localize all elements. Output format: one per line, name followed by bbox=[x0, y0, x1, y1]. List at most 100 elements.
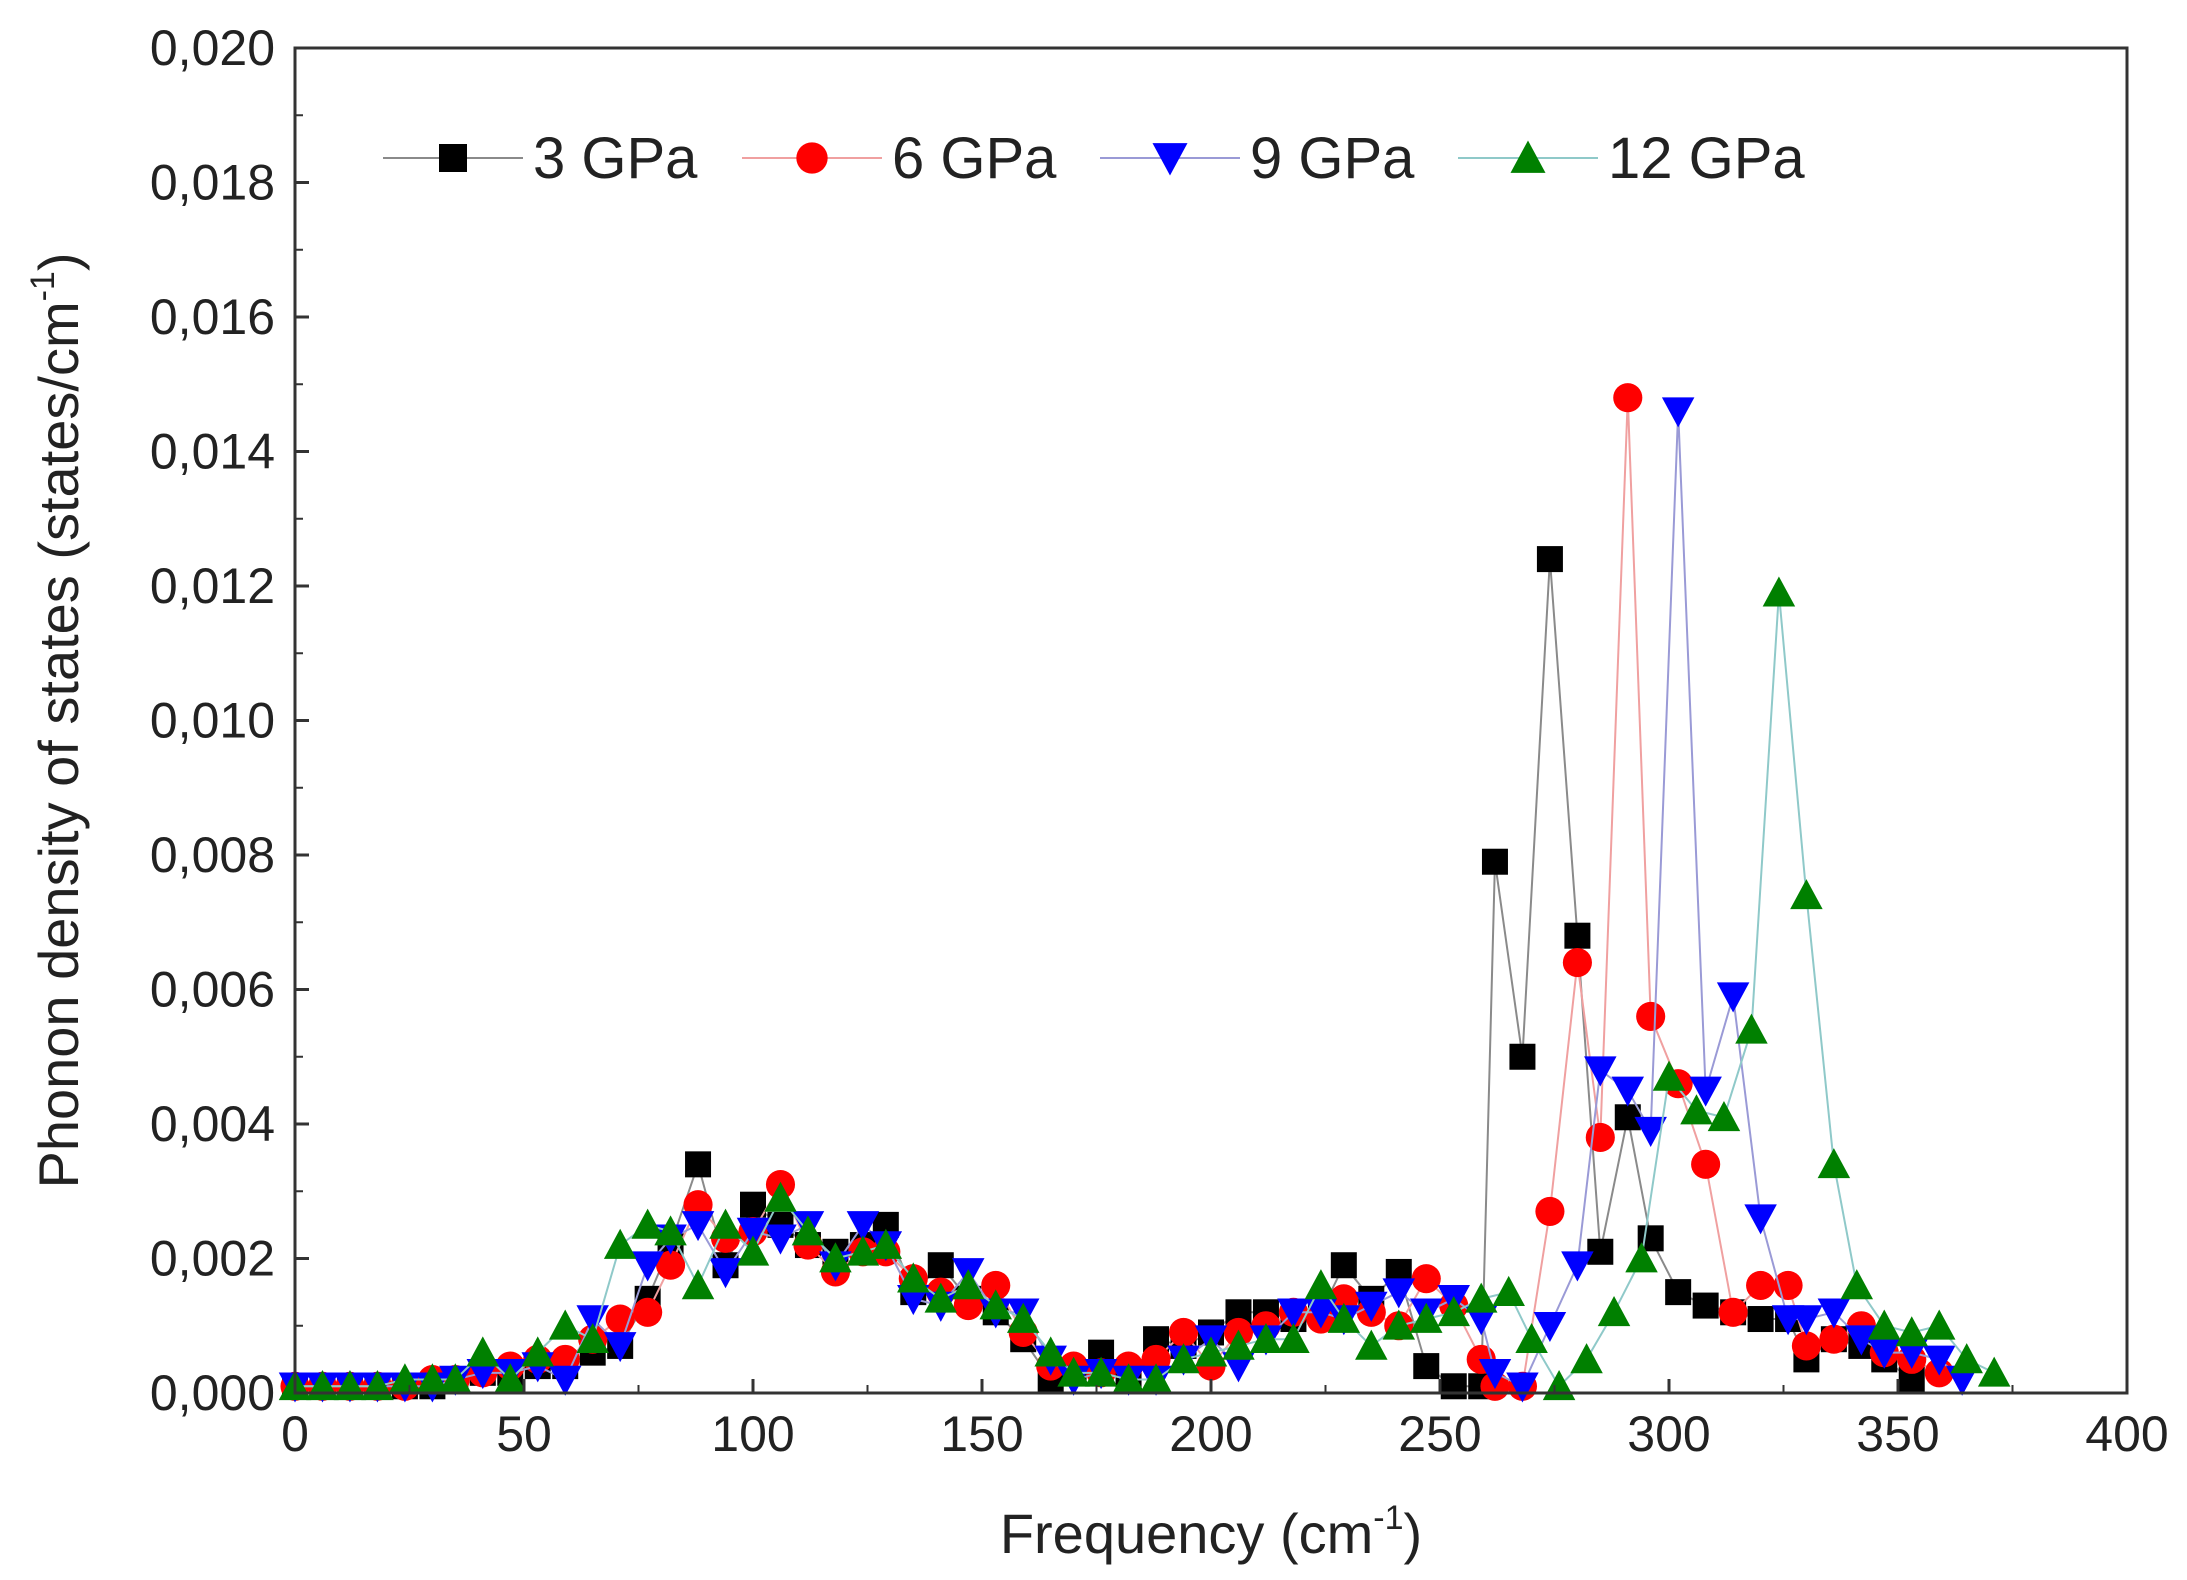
data-point-6-gpa bbox=[656, 1250, 686, 1280]
y-axis-title-close: ) bbox=[27, 252, 90, 271]
data-point-9-gpa bbox=[1689, 1076, 1722, 1107]
data-point-3-gpa bbox=[1509, 1043, 1536, 1070]
data-point-12-gpa bbox=[654, 1215, 687, 1246]
data-point-12-gpa bbox=[1840, 1269, 1874, 1300]
data-point-12-gpa bbox=[1625, 1242, 1658, 1273]
data-point-9-gpa bbox=[1744, 1204, 1777, 1235]
data-point-3-gpa bbox=[1481, 848, 1508, 875]
y-tick-label: 0,016 bbox=[150, 289, 275, 345]
data-point-9-gpa bbox=[548, 1365, 582, 1396]
x-tick-label: 350 bbox=[1856, 1406, 1939, 1462]
data-point-12-gpa bbox=[1249, 1322, 1283, 1354]
data-point-12-gpa bbox=[603, 1228, 637, 1259]
data-point-12-gpa bbox=[1680, 1094, 1713, 1125]
data-point-12-gpa bbox=[1355, 1329, 1388, 1360]
data-point-12-gpa bbox=[1950, 1343, 1983, 1374]
data-point-12-gpa bbox=[1084, 1356, 1118, 1387]
data-point-12-gpa bbox=[952, 1269, 985, 1300]
data-point-12-gpa bbox=[897, 1262, 930, 1293]
x-axis-title-superscript: -1 bbox=[1373, 1499, 1403, 1537]
axes-layer: 0 50 100 150 200 250 300 350 400 0,000 0,002 0,004 0… bbox=[150, 20, 2169, 1462]
data-point-6-gpa bbox=[1411, 1264, 1441, 1294]
data-point-12-gpa bbox=[791, 1215, 825, 1246]
y-tick-label: 0,006 bbox=[150, 962, 275, 1018]
data-point-6-gpa bbox=[981, 1270, 1011, 1300]
series-layer bbox=[278, 383, 2011, 1403]
data-point-6-gpa bbox=[1691, 1149, 1721, 1179]
y-tick-label: 0,014 bbox=[150, 424, 275, 480]
data-point-9-gpa bbox=[681, 1211, 715, 1242]
data-point-12-gpa bbox=[1735, 1013, 1768, 1044]
data-point-9-gpa bbox=[1464, 1305, 1498, 1336]
data-point-9-gpa bbox=[1845, 1325, 1878, 1356]
x-axis-title-main: Frequency (cm bbox=[1000, 1502, 1373, 1565]
data-point-6-gpa bbox=[1168, 1317, 1199, 1348]
x-tick-label: 50 bbox=[496, 1406, 552, 1462]
data-point-9-gpa bbox=[1945, 1365, 1979, 1396]
x-tick-label: 250 bbox=[1398, 1406, 1481, 1462]
legend-label-6-gpa: 6 GPa bbox=[892, 126, 1057, 191]
data-point-6-gpa bbox=[1718, 1297, 1748, 1327]
data-point-12-gpa bbox=[1977, 1356, 2011, 1387]
data-point-9-gpa bbox=[1533, 1311, 1567, 1342]
data-point-6-gpa bbox=[1636, 1001, 1666, 1031]
x-tick-label: 100 bbox=[711, 1406, 794, 1462]
data-point-6-gpa bbox=[1613, 383, 1643, 413]
x-axis-title-close: ) bbox=[1404, 1502, 1423, 1565]
data-point-12-gpa bbox=[709, 1208, 742, 1239]
y-axis-title-superscript: -1 bbox=[24, 271, 62, 301]
data-point-9-gpa bbox=[709, 1258, 742, 1289]
y-tick-label: 0,000 bbox=[150, 1365, 275, 1421]
x-tick-label: 200 bbox=[1169, 1406, 1252, 1462]
y-tick-label: 0,020 bbox=[150, 20, 275, 76]
data-point-12-gpa bbox=[1139, 1363, 1173, 1394]
data-point-3-gpa bbox=[1564, 922, 1591, 949]
data-point-9-gpa bbox=[1634, 1116, 1667, 1147]
data-point-12-gpa bbox=[1006, 1302, 1040, 1333]
data-point-12-gpa bbox=[1222, 1329, 1255, 1360]
x-tick-label: 150 bbox=[940, 1406, 1023, 1462]
data-point-12-gpa bbox=[548, 1309, 582, 1340]
data-point-9-gpa bbox=[736, 1217, 770, 1248]
y-tick-label: 0,018 bbox=[150, 155, 275, 211]
data-point-9-gpa bbox=[1561, 1251, 1594, 1282]
y-tick-label: 0,004 bbox=[150, 1096, 275, 1152]
data-point-12-gpa bbox=[1762, 576, 1796, 607]
data-point-12-gpa bbox=[576, 1322, 609, 1354]
legend-label-12-gpa: 12 GPa bbox=[1608, 126, 1805, 191]
legend: 3 GPa 6 GPa 9 GPa 12 GPa bbox=[383, 126, 1805, 191]
data-point-12-gpa bbox=[388, 1363, 422, 1394]
legend-item-12-gpa: 12 GPa bbox=[1458, 126, 1805, 191]
series-line-12-gpa bbox=[295, 592, 1995, 1388]
data-point-12-gpa bbox=[466, 1336, 500, 1367]
legend-label-9-gpa: 9 GPa bbox=[1250, 126, 1415, 191]
x-tick-label: 300 bbox=[1627, 1406, 1710, 1462]
data-point-12-gpa bbox=[681, 1269, 715, 1300]
data-point-12-gpa bbox=[494, 1363, 527, 1394]
data-point-9-gpa bbox=[603, 1332, 637, 1363]
data-point-12-gpa bbox=[1895, 1316, 1928, 1347]
data-point-12-gpa bbox=[1437, 1296, 1470, 1327]
data-point-6-gpa bbox=[633, 1297, 663, 1327]
data-point-9-gpa bbox=[897, 1285, 930, 1316]
data-point-9-gpa bbox=[846, 1211, 880, 1242]
data-point-12-gpa bbox=[1327, 1302, 1361, 1333]
legend-item-9-gpa: 9 GPa bbox=[1100, 126, 1415, 191]
data-point-9-gpa bbox=[1922, 1345, 1956, 1376]
data-point-3-gpa bbox=[1440, 1373, 1467, 1400]
data-point-12-gpa bbox=[764, 1181, 797, 1212]
data-point-9-gpa bbox=[1868, 1338, 1901, 1369]
data-point-12-gpa bbox=[1277, 1322, 1310, 1354]
data-point-12-gpa bbox=[1382, 1309, 1416, 1340]
data-point-9-gpa bbox=[1222, 1352, 1255, 1383]
data-point-12-gpa bbox=[819, 1242, 852, 1273]
data-point-6-gpa bbox=[1585, 1122, 1615, 1153]
data-point-12-gpa bbox=[1112, 1363, 1145, 1394]
x-axis-title: Frequency (cm-1) bbox=[1000, 1499, 1422, 1565]
legend-marker-3-gpa bbox=[439, 144, 467, 172]
data-point-12-gpa bbox=[1304, 1269, 1338, 1300]
data-point-12-gpa bbox=[1057, 1356, 1090, 1387]
data-point-6-gpa bbox=[1791, 1331, 1821, 1361]
data-point-12-gpa bbox=[1652, 1060, 1686, 1091]
